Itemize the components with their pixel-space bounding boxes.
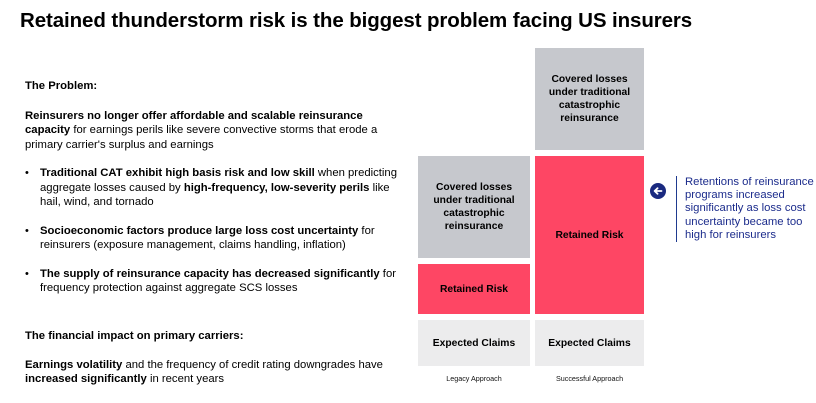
impact-bold: Earnings volatility xyxy=(25,358,123,371)
impact-bold: increased significantly xyxy=(25,373,147,385)
impact-plain: in recent years xyxy=(146,373,225,385)
impact-heading: The financial impact on primary carriers… xyxy=(25,330,244,342)
problem-heading: The Problem: xyxy=(25,80,98,92)
successful-covered-block: Covered losses under traditional catastr… xyxy=(535,48,644,150)
bullet-item: The supply of reinsurance capacity has d… xyxy=(25,267,400,296)
problem-bullets: Traditional CAT exhibit high basis risk … xyxy=(25,166,400,296)
legacy-approach-label: Legacy Approach xyxy=(446,374,502,383)
problem-intro-bold: Reinsurers no longer offer affordable an… xyxy=(25,109,363,137)
bullet-bold: The supply of reinsurance capacity has d… xyxy=(40,267,380,280)
bullet-text: when predicting aggregate losses caused … xyxy=(40,167,398,194)
page-title: Retained thunderstorm risk is the bigges… xyxy=(20,9,693,32)
impact-plain: and the frequency of credit rating downg… xyxy=(122,358,383,371)
bullet-item: Socioeconomic factors produce large loss… xyxy=(25,224,400,253)
bullet-text: for frequency protection against aggrega… xyxy=(40,267,396,295)
problem-intro: Reinsurers no longer offer affordable an… xyxy=(25,109,400,153)
impact-text: Earnings volatility and the frequency of… xyxy=(25,358,400,387)
bullet-item: Traditional CAT exhibit high basis risk … xyxy=(25,166,400,210)
legacy-covered-block: Covered losses under traditional catastr… xyxy=(418,156,530,258)
successful-expected-block: Expected Claims xyxy=(535,320,644,366)
bullet-text: for reinsurers (exposure management, cla… xyxy=(40,224,375,252)
arrow-left-icon xyxy=(650,183,666,199)
successful-approach-label: Successful Approach xyxy=(555,374,624,383)
bullet-bold: Socioeconomic factors produce large loss… xyxy=(40,224,359,237)
problem-section: The Problem: Reinsurers no longer offer … xyxy=(25,79,400,296)
impact-section: The financial impact on primary carriers… xyxy=(25,329,400,387)
legacy-expected-block: Expected Claims xyxy=(418,320,530,366)
bullet-bold: high-frequency, low-severity perils xyxy=(183,181,370,194)
bullet-bold: Traditional CAT exhibit high basis risk … xyxy=(40,167,315,179)
bullet-text: like hail, wind, and tornado xyxy=(40,181,390,209)
successful-retained-block: Retained Risk xyxy=(535,156,644,314)
legacy-retained-block: Retained Risk xyxy=(418,264,530,314)
problem-intro-rest: for earnings perils like severe convecti… xyxy=(25,124,378,151)
retention-note: Retentions of reinsurance programs incre… xyxy=(676,176,816,243)
